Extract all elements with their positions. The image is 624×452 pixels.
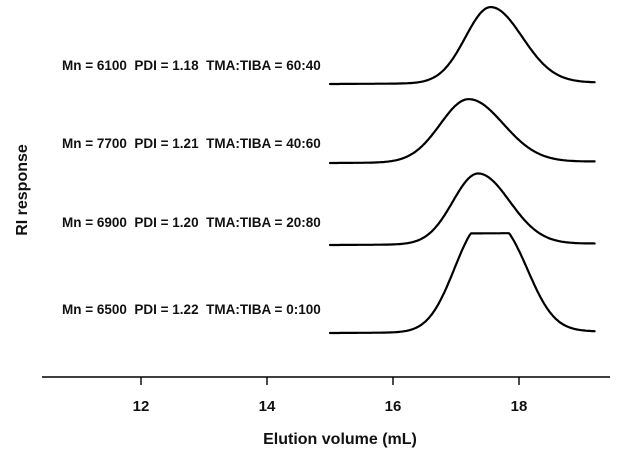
series-annotation-2: Mn = 7700 PDI = 1.21 TMA:TIBA = 40:60: [62, 136, 321, 151]
series-line-3: [328, 172, 596, 247]
x-ticks-group: 12 14 16 18: [133, 377, 528, 415]
x-tick-label-14: 14: [259, 398, 276, 415]
y-axis-label: RI response: [14, 144, 31, 236]
series-annotation-3: Mn = 6900 PDI = 1.20 TMA:TIBA = 20:80: [62, 215, 321, 230]
series-line-2: [328, 98, 596, 165]
x-tick-label-12: 12: [133, 398, 150, 415]
x-tick-label-16: 16: [385, 398, 402, 415]
series-annotation-4: Mn = 6500 PDI = 1.22 TMA:TIBA = 0:100: [62, 302, 321, 317]
series-line-4: [328, 232, 596, 335]
x-tick-label-18: 18: [511, 398, 528, 415]
annotations-group: Mn = 6100 PDI = 1.18 TMA:TIBA = 60:40 Mn …: [62, 58, 321, 317]
x-axis-label: Elution volume (mL): [263, 431, 417, 448]
series-line-1: [328, 6, 596, 86]
series-annotation-1: Mn = 6100 PDI = 1.18 TMA:TIBA = 60:40: [62, 58, 321, 73]
curves-group: [328, 6, 596, 335]
